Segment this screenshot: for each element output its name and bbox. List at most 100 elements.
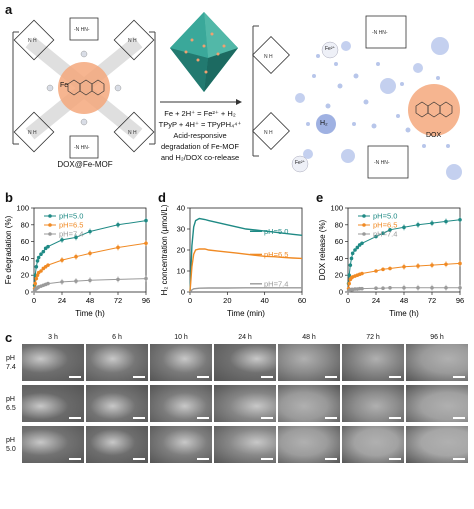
svg-text:N H: N H xyxy=(264,130,273,136)
data-point xyxy=(34,265,39,269)
x-axis-label: Time (min) xyxy=(227,309,265,318)
data-point xyxy=(348,263,353,267)
legend-label: pH=7.4 xyxy=(59,230,83,239)
svg-text:N H: N H xyxy=(128,38,137,44)
data-point xyxy=(46,244,50,249)
y-axis-label: H₂ concentration (μmol/L) xyxy=(160,204,169,295)
y-tick-label: 80 xyxy=(21,220,29,229)
sem-image xyxy=(278,426,340,463)
y-tick-label: 20 xyxy=(21,271,29,280)
scale-bar xyxy=(261,458,273,460)
y-tick-label: 40 xyxy=(21,254,29,263)
scale-bar xyxy=(133,376,145,378)
reaction-arrow xyxy=(160,99,242,105)
data-point xyxy=(347,273,351,277)
legend-label: pH=5.0 xyxy=(373,212,397,221)
sem-column-label: 96 h xyxy=(430,334,444,341)
data-point xyxy=(46,263,50,267)
x-tick-label: 60 xyxy=(298,296,306,305)
data-point xyxy=(36,255,41,260)
data-point xyxy=(374,234,378,239)
scale-bar xyxy=(197,376,209,378)
data-point xyxy=(360,271,364,276)
sem-row-label: pH 5.0 xyxy=(6,436,16,454)
equation-block: Fe + 2H⁺ = Fe²⁺ + H₂ TPyP + 4H⁺ = TPyPH₄… xyxy=(150,108,250,163)
legend-marker xyxy=(48,214,52,218)
svg-text:-N HN-: -N HN- xyxy=(74,27,90,33)
ph-label: pH xyxy=(6,437,15,444)
y-tick-label: 40 xyxy=(177,204,185,213)
sem-image xyxy=(342,385,404,422)
sem-image xyxy=(406,426,468,463)
sem-row-label: pH 7.4 xyxy=(6,354,16,372)
fe-label: Fe xyxy=(60,82,69,89)
data-point xyxy=(35,259,40,263)
data-point xyxy=(360,286,364,291)
y-tick-label: 80 xyxy=(335,220,343,229)
y-axis-label: DOX release (%) xyxy=(318,219,327,280)
data-point xyxy=(388,286,392,290)
sem-image xyxy=(214,344,276,381)
legend-marker xyxy=(48,223,52,227)
y-axis-label: Fe degradation (%) xyxy=(4,215,13,284)
panel-label-b: b xyxy=(5,190,13,205)
x-tick-label: 0 xyxy=(32,296,36,305)
data-point xyxy=(347,281,351,286)
y-tick-label: 0 xyxy=(25,288,29,297)
legend-marker xyxy=(362,232,366,236)
dox-label: DOX xyxy=(426,132,442,139)
legend-label: pH=7.4 xyxy=(373,230,397,239)
data-point xyxy=(34,276,39,281)
sem-image xyxy=(342,426,404,463)
y-tick-label: 40 xyxy=(335,254,343,263)
legend-label: pH=6.5 xyxy=(59,221,83,230)
sem-image xyxy=(342,344,404,381)
data-point xyxy=(381,231,385,235)
fe2-label-top: Fe²⁺ xyxy=(325,46,336,52)
y-tick-label: 10 xyxy=(177,267,185,276)
schematic-right-degraded: -N HN- -N HN- N H N H xyxy=(252,15,462,180)
data-point xyxy=(353,248,357,252)
ph-value: 7.4 xyxy=(6,364,16,371)
data-point xyxy=(360,241,364,246)
x-axis-label: Time (h) xyxy=(75,309,105,318)
ph-value: 6.5 xyxy=(6,405,16,412)
scale-bar xyxy=(389,376,401,378)
equation-fe: Fe + 2H⁺ = Fe²⁺ + H₂ xyxy=(164,109,236,118)
dox-mof-caption: DOX@Fe-MOF xyxy=(57,160,113,169)
data-point xyxy=(39,252,43,256)
svg-text:-N HN-: -N HN- xyxy=(372,30,388,36)
scale-bar xyxy=(197,458,209,460)
data-point xyxy=(41,249,46,254)
scale-bar xyxy=(453,458,465,460)
y-tick-label: 100 xyxy=(16,204,29,213)
sem-image xyxy=(278,344,340,381)
scale-bar xyxy=(325,458,337,460)
sem-image xyxy=(150,426,212,463)
data-point xyxy=(374,286,378,291)
y-tick-label: 0 xyxy=(339,288,343,297)
x-tick-label: 72 xyxy=(428,296,436,305)
y-tick-label: 60 xyxy=(21,237,29,246)
sem-image xyxy=(214,426,276,463)
sem-row-label: pH 6.5 xyxy=(6,395,16,413)
x-axis-label: Time (h) xyxy=(389,309,419,318)
sem-image xyxy=(214,385,276,422)
sem-image xyxy=(406,385,468,422)
scale-bar xyxy=(69,376,81,378)
data-point xyxy=(46,281,50,286)
plot-frame xyxy=(347,207,461,293)
data-point xyxy=(388,228,392,232)
scale-bar xyxy=(69,417,81,419)
ph-label: pH xyxy=(6,355,15,362)
legend-label: pH=6.5 xyxy=(264,250,288,259)
x-tick-label: 24 xyxy=(58,296,66,305)
y-tick-label: 20 xyxy=(177,246,185,255)
scale-bar xyxy=(133,458,145,460)
x-tick-label: 72 xyxy=(114,296,122,305)
legend-marker xyxy=(48,232,52,236)
sem-column-label: 48 h xyxy=(302,334,316,341)
svg-text:-N HN-: -N HN- xyxy=(374,160,390,166)
sem-column-label: 10 h xyxy=(174,334,188,341)
legend-marker xyxy=(362,223,366,227)
